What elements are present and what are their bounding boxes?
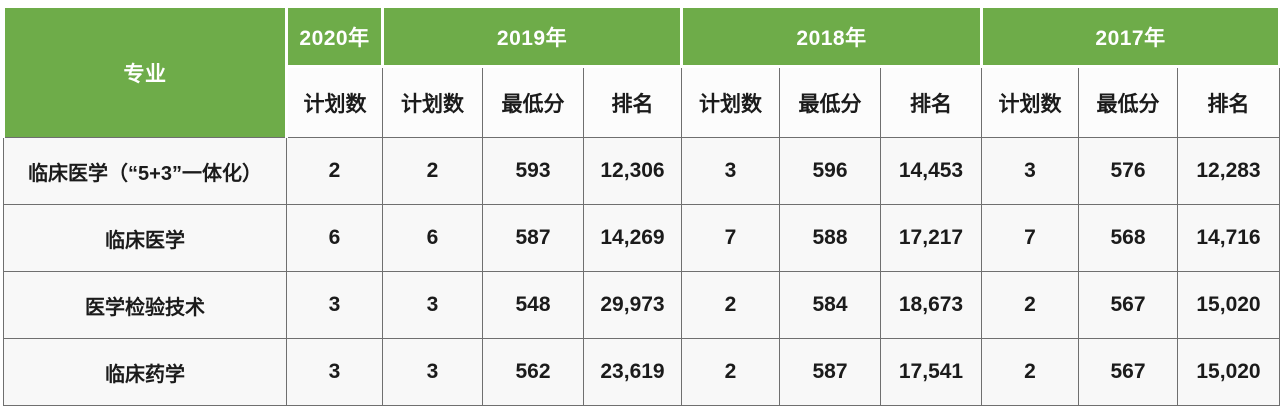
admission-score-table: 专业 2020年 2019年 2018年 2017年 计划数 计划数 最低分 排… — [2, 5, 1280, 406]
major-name-cell: 临床医学（“5+3”一体化） — [3, 137, 287, 205]
value-cell: 29,973 — [583, 271, 682, 339]
subheader-2020-plan: 计划数 — [286, 66, 383, 138]
value-cell: 3 — [286, 271, 383, 339]
subheader-2017-rank: 排名 — [1177, 66, 1280, 138]
value-cell: 584 — [779, 271, 881, 339]
year-header-2019: 2019年 — [381, 5, 683, 68]
column-header-major: 专业 — [2, 5, 288, 138]
value-cell: 2 — [286, 137, 383, 205]
value-cell: 587 — [779, 338, 881, 406]
subheader-2017-minscore: 最低分 — [1078, 66, 1178, 138]
year-header-row: 专业 2020年 2019年 2018年 2017年 — [2, 5, 1280, 138]
value-cell: 15,020 — [1177, 338, 1280, 406]
table-row: 临床医学（“5+3”一体化） 2 2 593 12,306 3 596 14,4… — [3, 137, 1280, 205]
subheader-2019-plan: 计划数 — [382, 66, 483, 138]
year-header-2017: 2017年 — [980, 5, 1280, 68]
subheader-2018-rank: 排名 — [880, 66, 982, 138]
major-name-cell: 临床药学 — [3, 338, 287, 406]
value-cell: 3 — [681, 137, 780, 205]
value-cell: 14,269 — [583, 204, 682, 272]
value-cell: 17,541 — [880, 338, 982, 406]
value-cell: 18,673 — [880, 271, 982, 339]
value-cell: 23,619 — [583, 338, 682, 406]
value-cell: 15,020 — [1177, 271, 1280, 339]
value-cell: 12,306 — [583, 137, 682, 205]
table-row: 临床医学 6 6 587 14,269 7 588 17,217 7 568 1… — [3, 204, 1280, 272]
value-cell: 6 — [382, 204, 483, 272]
value-cell: 3 — [382, 271, 483, 339]
table-row: 医学检验技术 3 3 548 29,973 2 584 18,673 2 567… — [3, 271, 1280, 339]
value-cell: 2 — [382, 137, 483, 205]
value-cell: 2 — [681, 338, 780, 406]
value-cell: 3 — [382, 338, 483, 406]
table-row: 临床药学 3 3 562 23,619 2 587 17,541 2 567 1… — [3, 338, 1280, 406]
value-cell: 593 — [482, 137, 584, 205]
value-cell: 567 — [1078, 338, 1178, 406]
value-cell: 3 — [981, 137, 1079, 205]
value-cell: 596 — [779, 137, 881, 205]
subheader-row: 计划数 计划数 最低分 排名 计划数 最低分 排名 计划数 最低分 排名 — [4, 66, 1280, 138]
value-cell: 7 — [681, 204, 780, 272]
value-cell: 3 — [286, 338, 383, 406]
subheader-2018-minscore: 最低分 — [779, 66, 881, 138]
value-cell: 17,217 — [880, 204, 982, 272]
value-cell: 14,716 — [1177, 204, 1280, 272]
value-cell: 2 — [981, 338, 1079, 406]
value-cell: 562 — [482, 338, 584, 406]
value-cell: 576 — [1078, 137, 1178, 205]
subheader-2017-plan: 计划数 — [981, 66, 1079, 138]
year-header-2018: 2018年 — [680, 5, 983, 68]
subheader-2019-rank: 排名 — [583, 66, 682, 138]
value-cell: 2 — [681, 271, 780, 339]
value-cell: 6 — [286, 204, 383, 272]
value-cell: 2 — [981, 271, 1079, 339]
major-name-cell: 医学检验技术 — [3, 271, 287, 339]
value-cell: 7 — [981, 204, 1079, 272]
value-cell: 567 — [1078, 271, 1178, 339]
value-cell: 568 — [1078, 204, 1178, 272]
subheader-2018-plan: 计划数 — [681, 66, 780, 138]
value-cell: 588 — [779, 204, 881, 272]
subheader-2019-minscore: 最低分 — [482, 66, 584, 138]
year-header-2020: 2020年 — [285, 5, 384, 68]
major-name-cell: 临床医学 — [3, 204, 287, 272]
value-cell: 12,283 — [1177, 137, 1280, 205]
value-cell: 14,453 — [880, 137, 982, 205]
value-cell: 548 — [482, 271, 584, 339]
value-cell: 587 — [482, 204, 584, 272]
